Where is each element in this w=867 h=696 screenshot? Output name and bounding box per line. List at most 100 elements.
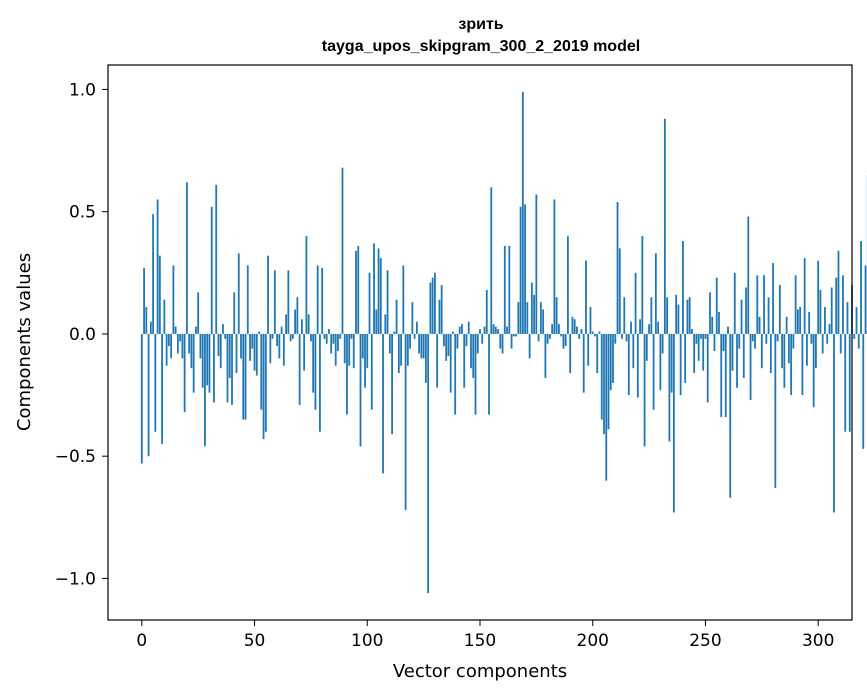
bar-187 <box>562 333 565 349</box>
bar-115 <box>400 333 402 366</box>
x-tick-label: 300 <box>802 631 834 651</box>
bar-288 <box>790 333 793 396</box>
bar-40 <box>231 333 233 405</box>
bar-274 <box>758 316 761 334</box>
bar-50 <box>253 333 256 371</box>
bar-20 <box>186 182 188 334</box>
bar-37 <box>224 333 227 339</box>
bar-108 <box>384 314 387 334</box>
bar-7 <box>156 199 159 334</box>
bar-86 <box>334 333 337 366</box>
bar-302 <box>821 333 824 354</box>
bars-group <box>140 91 867 594</box>
bar-205 <box>603 333 605 435</box>
bar-295 <box>806 333 808 366</box>
bar-237 <box>675 294 678 334</box>
bar-231 <box>661 333 664 354</box>
bar-248 <box>700 333 702 339</box>
bar-226 <box>650 297 653 334</box>
bar-83 <box>328 329 330 334</box>
bar-311 <box>842 275 844 334</box>
bar-41 <box>233 292 236 334</box>
bar-112 <box>393 331 396 334</box>
bar-127 <box>427 333 430 594</box>
bar-312 <box>844 333 847 432</box>
bar-321 <box>864 265 867 334</box>
bar-152 <box>483 326 486 334</box>
bar-53 <box>260 333 263 410</box>
bar-195 <box>580 329 583 334</box>
bar-175 <box>535 194 538 334</box>
bar-125 <box>422 333 425 359</box>
bar-101 <box>368 272 371 334</box>
x-tick-label: 50 <box>244 631 266 651</box>
bar-276 <box>763 275 765 334</box>
bar-23 <box>192 333 195 393</box>
bar-167 <box>517 302 520 334</box>
bar-291 <box>796 309 799 334</box>
bar-51 <box>255 333 258 376</box>
bar-144 <box>465 333 468 347</box>
bar-87 <box>337 333 339 352</box>
bar-229 <box>657 321 660 334</box>
bar-189 <box>567 236 569 334</box>
bar-254 <box>713 333 716 352</box>
bar-300 <box>817 260 820 334</box>
bar-141 <box>458 326 461 334</box>
bar-42 <box>235 333 238 374</box>
bar-61 <box>278 333 281 359</box>
bar-64 <box>285 314 288 334</box>
bar-59 <box>273 270 276 334</box>
bar-255 <box>715 277 718 334</box>
bar-236 <box>672 333 675 513</box>
x-tick-label: 100 <box>351 631 383 651</box>
bar-120 <box>411 302 414 334</box>
bar-266 <box>740 299 743 334</box>
bar-314 <box>848 333 851 432</box>
bar-69 <box>296 297 299 334</box>
bar-81 <box>323 333 326 339</box>
y-tick-label: −0.5 <box>55 447 96 467</box>
bar-27 <box>201 333 204 388</box>
bar-85 <box>332 333 335 344</box>
bar-173 <box>530 282 533 334</box>
bar-257 <box>720 333 723 418</box>
bar-17 <box>179 333 182 342</box>
bar-11 <box>165 333 168 366</box>
bar-169 <box>521 91 524 334</box>
bar-44 <box>240 333 242 359</box>
bar-170 <box>524 204 526 334</box>
bar-138 <box>452 331 454 334</box>
bar-241 <box>684 333 687 383</box>
bar-308 <box>835 277 838 334</box>
bar-114 <box>397 333 400 374</box>
bar-56 <box>267 255 269 334</box>
bar-98 <box>361 333 364 359</box>
bar-258 <box>722 333 725 352</box>
bar-277 <box>765 333 768 344</box>
bar-90 <box>343 333 346 364</box>
y-tick-label: −1.0 <box>55 569 96 589</box>
bar-63 <box>282 333 285 366</box>
bar-261 <box>729 333 732 498</box>
bar-317 <box>855 307 858 334</box>
bar-209 <box>612 333 614 383</box>
bar-149 <box>476 333 479 354</box>
bar-4 <box>149 321 152 334</box>
x-tick-label: 250 <box>689 631 721 651</box>
bar-163 <box>508 245 511 334</box>
bar-100 <box>366 333 369 369</box>
bar-178 <box>542 309 545 334</box>
bar-68 <box>294 309 297 334</box>
bar-119 <box>409 333 412 349</box>
bar-30 <box>208 333 211 393</box>
bar-14 <box>172 265 175 334</box>
bar-263 <box>733 272 736 334</box>
y-tick-label: 0.5 <box>69 203 96 223</box>
bar-31 <box>210 206 213 334</box>
bar-162 <box>506 326 508 334</box>
bar-1 <box>143 267 145 334</box>
bar-252 <box>709 292 711 334</box>
